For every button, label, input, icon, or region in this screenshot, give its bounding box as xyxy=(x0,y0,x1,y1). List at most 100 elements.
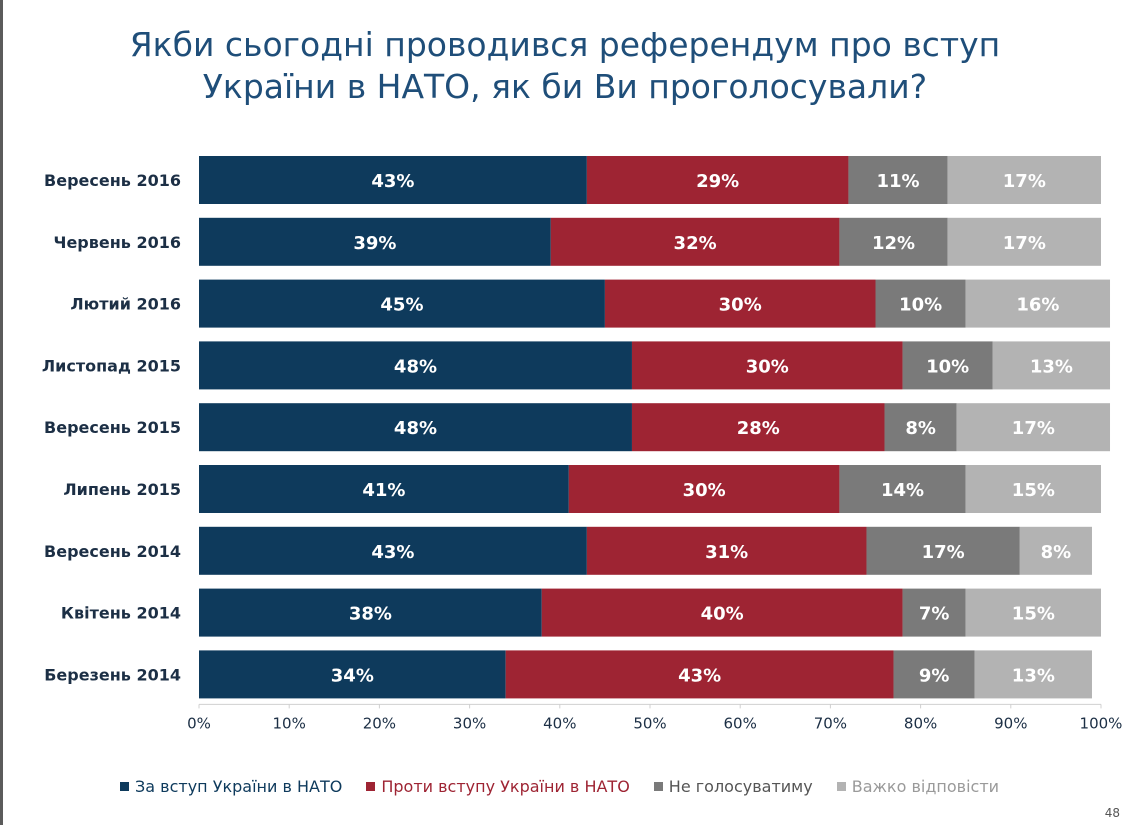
bar-segment-against xyxy=(541,588,903,637)
data-label: 12% xyxy=(872,233,915,254)
bar-segment-not-vote xyxy=(848,156,948,204)
data-label: 45% xyxy=(380,295,423,316)
bar-segment-hard-to-say xyxy=(992,341,1111,390)
data-label: 48% xyxy=(394,418,437,439)
bar-segment-against xyxy=(631,403,885,452)
data-label: 17% xyxy=(1003,233,1046,254)
data-label: 14% xyxy=(881,480,924,501)
chart-legend: За вступ України в НАТО Проти вступу Укр… xyxy=(120,777,1080,796)
data-label: 48% xyxy=(394,356,437,377)
data-label: 40% xyxy=(701,604,744,625)
data-label: 9% xyxy=(919,665,950,686)
x-tick-label: 10% xyxy=(273,714,306,732)
data-label: 16% xyxy=(1016,295,1059,316)
data-label: 41% xyxy=(362,480,405,501)
stacked-bar-chart: Вересень 2016 43% 29% 11% 17% Червень 2016 39%… xyxy=(42,156,1123,732)
bar-segment-for xyxy=(199,526,587,575)
data-label: 17% xyxy=(1012,418,1055,439)
x-tick-label: 0% xyxy=(187,714,211,732)
x-tick-label: 100% xyxy=(1080,714,1123,732)
bar-segment-hard-to-say xyxy=(1019,526,1092,575)
chart-title: Якби сьогодні проводився референдум про … xyxy=(129,25,1001,106)
legend-label-for: За вступ України в НАТО xyxy=(135,777,343,796)
legend-label-not-vote: Не голосуватиму xyxy=(668,777,813,796)
data-label: 10% xyxy=(899,295,942,316)
data-label: 13% xyxy=(1012,665,1055,686)
category-label: Березень 2014 xyxy=(44,665,181,684)
bar-segment-not-vote xyxy=(884,403,957,452)
legend-item-hard-to-say[interactable]: Важко відповісти xyxy=(836,777,999,796)
legend-label-against: Проти вступу України в НАТО xyxy=(381,777,630,796)
data-label: 7% xyxy=(919,604,950,625)
bar-segment-not-vote xyxy=(839,217,948,266)
bar-segment-for xyxy=(199,279,605,328)
bar-segment-against xyxy=(550,217,840,266)
bar-segment-against xyxy=(505,650,894,699)
x-tick-label: 70% xyxy=(814,714,847,732)
x-tick-label: 50% xyxy=(633,714,666,732)
x-tick-label: 60% xyxy=(724,714,757,732)
category-label: Листопад 2015 xyxy=(42,356,181,375)
bar-segment-for xyxy=(199,588,542,637)
data-label: 11% xyxy=(877,171,920,192)
category-label: Лютий 2016 xyxy=(70,295,181,314)
data-label: 8% xyxy=(1041,542,1072,563)
legend-swatch-for xyxy=(120,782,129,791)
data-label: 10% xyxy=(926,356,969,377)
x-tick-label: 80% xyxy=(904,714,937,732)
data-label: 17% xyxy=(922,542,965,563)
legend-item-against[interactable]: Проти вступу України в НАТО xyxy=(366,777,630,796)
data-label: 8% xyxy=(905,418,936,439)
x-tick-label: 30% xyxy=(453,714,486,732)
data-label: 30% xyxy=(719,295,762,316)
bar-segment-not-vote xyxy=(893,650,975,699)
data-label: 31% xyxy=(705,542,748,563)
data-label: 13% xyxy=(1030,356,1073,377)
bar-segment-not-vote xyxy=(875,279,966,328)
category-label: Вересень 2016 xyxy=(44,171,181,190)
bar-segment-against xyxy=(586,156,849,204)
bar-segment-against xyxy=(586,526,867,575)
legend-swatch-against xyxy=(366,782,376,791)
bar-segment-hard-to-say xyxy=(965,588,1101,637)
category-label: Липень 2015 xyxy=(63,480,181,499)
x-tick-label: 20% xyxy=(363,714,396,732)
bar-segment-for xyxy=(199,341,632,390)
data-label: 29% xyxy=(696,171,739,192)
data-label: 43% xyxy=(678,665,721,686)
bar-segment-hard-to-say xyxy=(965,465,1101,513)
bar-segment-against xyxy=(604,279,876,328)
data-label: 43% xyxy=(371,171,414,192)
x-tick-label: 40% xyxy=(543,714,576,732)
legend-item-for[interactable]: За вступ України в НАТО xyxy=(120,777,342,796)
legend-item-not-vote[interactable]: Не голосуватиму xyxy=(653,777,813,796)
data-label: 17% xyxy=(1003,171,1046,192)
bar-segment-not-vote xyxy=(902,341,993,390)
bar-segment-for xyxy=(199,217,551,266)
category-label: Вересень 2015 xyxy=(44,418,181,437)
bar-segment-for xyxy=(199,156,587,204)
bar-segment-against xyxy=(568,465,840,513)
data-label: 32% xyxy=(674,233,717,254)
bar-segment-not-vote xyxy=(902,588,966,637)
left-border-rule xyxy=(0,0,3,825)
page-number: 48 xyxy=(1104,806,1120,820)
bar-segment-for xyxy=(199,650,506,699)
x-tick-label: 90% xyxy=(994,714,1027,732)
bar-segment-hard-to-say xyxy=(974,650,1092,699)
data-label: 34% xyxy=(331,665,374,686)
bar-segment-hard-to-say xyxy=(965,279,1111,328)
bar-segment-not-vote xyxy=(839,465,966,513)
legend-swatch-not-vote xyxy=(653,782,663,791)
data-label: 28% xyxy=(737,418,780,439)
data-label: 43% xyxy=(371,542,414,563)
data-label: 39% xyxy=(353,233,396,254)
bar-segment-for xyxy=(199,403,632,452)
bar-segment-against xyxy=(631,341,903,390)
bar-segment-hard-to-say xyxy=(947,217,1101,266)
bar-segment-not-vote xyxy=(866,526,1020,575)
data-label: 30% xyxy=(683,480,726,501)
bar-segment-hard-to-say xyxy=(956,403,1111,452)
data-label: 15% xyxy=(1012,480,1055,501)
legend-swatch-hard-to-say xyxy=(836,782,846,791)
